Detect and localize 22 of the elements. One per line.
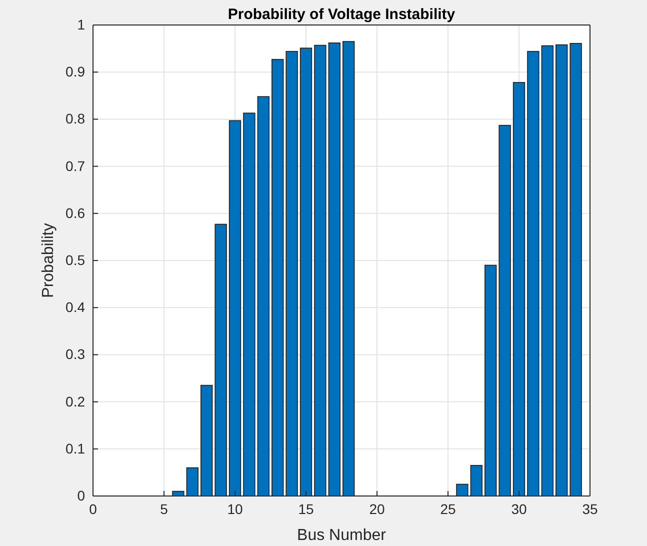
y-tick-label: 0.5 xyxy=(66,252,86,268)
x-tick-label: 5 xyxy=(160,500,168,517)
x-tick-label: 15 xyxy=(298,500,314,517)
x-axis-title: Bus Number xyxy=(297,527,387,544)
y-tick-label: 0.7 xyxy=(66,158,86,174)
y-tick-label: 0.9 xyxy=(66,64,86,80)
x-tick-label: 30 xyxy=(511,500,527,517)
y-tick-label: 0.8 xyxy=(66,110,86,127)
y-tick-label: 0.4 xyxy=(66,299,86,316)
y-tick-label: 1 xyxy=(77,16,86,32)
x-tick-label: 0 xyxy=(89,500,98,517)
y-axis-title: Probability xyxy=(40,223,57,298)
y-tick-label: 0.3 xyxy=(66,346,86,362)
x-tick-label: 35 xyxy=(582,500,598,517)
y-tick-label: 0 xyxy=(77,487,86,504)
x-tick-label: 25 xyxy=(440,500,456,517)
y-tick-label: 0.6 xyxy=(66,204,86,221)
x-tick-label: 10 xyxy=(227,500,243,517)
chart-title: Probability of Voltage Instability xyxy=(228,6,456,23)
x-tick-label: 20 xyxy=(369,500,385,517)
y-tick-label: 0.2 xyxy=(66,393,86,410)
y-tick-label: 0.1 xyxy=(66,440,86,456)
